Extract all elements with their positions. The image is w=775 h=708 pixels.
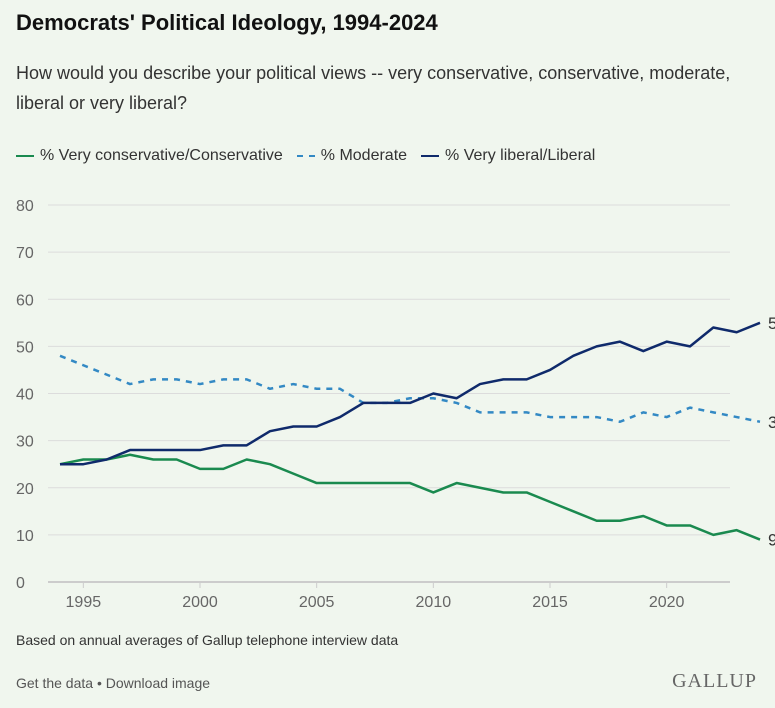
line-chart: 0 10 20 30 40 50 60 70 80 1995 2000 2005 2010 2015 202… xyxy=(16,198,775,611)
y-tick-label: 30 xyxy=(16,434,34,451)
series-line-0 xyxy=(59,453,761,541)
legend: % Very conservative/Conservative % Modera… xyxy=(16,147,595,165)
end-label: 34 xyxy=(768,413,775,432)
legend-label: % Moderate xyxy=(320,147,408,164)
legend-item: % Very conservative/Conservative xyxy=(16,147,283,165)
y-tick-label: 60 xyxy=(16,292,34,309)
get-data-link[interactable]: Get the data xyxy=(16,675,94,691)
y-tick-label: 0 xyxy=(16,575,25,592)
legend-swatch xyxy=(421,155,440,157)
separator: • xyxy=(93,675,106,691)
legend-item: % Very liberal/Liberal xyxy=(421,147,595,165)
y-tick-label: 50 xyxy=(16,339,34,356)
footer-links: Get the data • Download image xyxy=(16,675,210,691)
series-line-2 xyxy=(60,321,761,466)
legend-swatch xyxy=(16,155,34,157)
x-tick-label: 2010 xyxy=(416,594,452,611)
end-label: 9 xyxy=(768,531,775,550)
y-tick-label: 80 xyxy=(16,198,34,215)
chart-title: Democrats' Political Ideology, 1994-2024 xyxy=(16,10,438,35)
legend-label: % Very liberal/Liberal xyxy=(445,147,596,164)
x-tick-label: 2015 xyxy=(532,594,568,611)
legend-item: % Moderate xyxy=(296,147,408,165)
x-tick-label: 1995 xyxy=(66,594,102,611)
x-tick-label: 2000 xyxy=(182,594,218,611)
gallup-logo: GALLUP xyxy=(672,670,757,692)
x-tick-label: 2020 xyxy=(649,594,685,611)
legend-swatch xyxy=(296,155,315,157)
x-tick-label: 2005 xyxy=(299,594,335,611)
series-line-1 xyxy=(59,354,761,424)
y-tick-label: 70 xyxy=(16,245,34,262)
y-tick-label: 20 xyxy=(16,481,34,498)
y-tick-label: 40 xyxy=(16,387,34,404)
chart-subtitle: How would you describe your political vi… xyxy=(16,63,731,113)
y-tick-label: 10 xyxy=(16,528,34,545)
download-image-link[interactable]: Download image xyxy=(105,675,211,691)
legend-label: % Very conservative/Conservative xyxy=(40,147,283,164)
end-label: 55 xyxy=(768,314,775,333)
footnote: Based on annual averages of Gallup telep… xyxy=(16,632,399,648)
